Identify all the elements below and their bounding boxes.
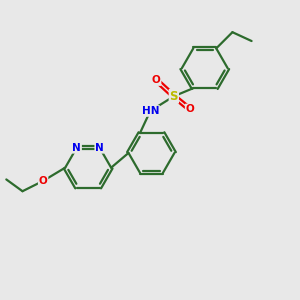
Text: HN: HN bbox=[142, 106, 159, 116]
Text: O: O bbox=[152, 75, 161, 85]
Text: N: N bbox=[72, 143, 81, 153]
Text: O: O bbox=[186, 104, 194, 115]
Text: N: N bbox=[95, 143, 104, 153]
Text: O: O bbox=[39, 176, 47, 186]
Text: S: S bbox=[169, 90, 178, 103]
